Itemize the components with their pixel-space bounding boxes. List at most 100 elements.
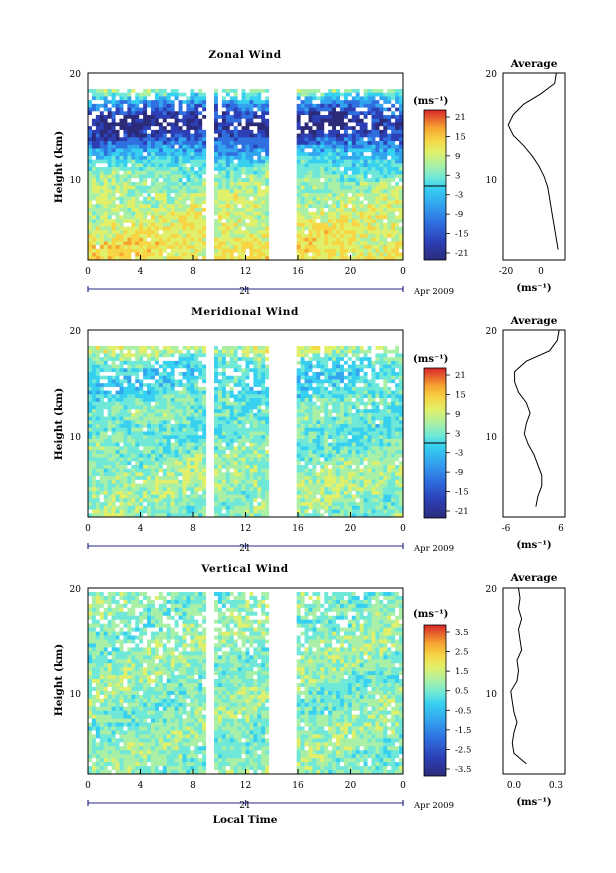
zonal-heatmap-cell — [277, 226, 282, 231]
zonal-heatmap-cell — [241, 245, 246, 250]
zonal-heatmap-cell — [99, 152, 105, 157]
meridional-heatmap-cell — [139, 487, 144, 492]
zonal-heatmap-cell — [320, 226, 325, 231]
zonal-heatmap-cell — [371, 181, 376, 187]
meridional-heatmap-cell — [147, 383, 152, 388]
zonal-heatmap-cell — [202, 185, 207, 190]
meridional-heatmap-cell — [139, 435, 144, 440]
zonal-heatmap-cell — [391, 193, 396, 198]
zonal-heatmap-cell — [103, 144, 109, 149]
zonal-heatmap-cell — [103, 107, 109, 112]
meridional-heatmap-cell — [186, 398, 191, 403]
zonal-heatmap-cell — [194, 237, 199, 242]
zonal-heatmap-cell — [237, 107, 242, 112]
zonal-heatmap-cell — [371, 96, 376, 101]
meridional-heatmap-cell — [151, 505, 156, 510]
zonal-heatmap-cell — [174, 100, 179, 105]
zonal-heatmap-cell — [391, 137, 396, 142]
zonal-heatmap-cell — [202, 155, 207, 161]
zonal-heatmap-cell — [249, 103, 254, 108]
meridional-heatmap-cell — [119, 442, 124, 447]
zonal-heatmap-cell — [139, 215, 144, 220]
zonal-heatmap-cell — [147, 92, 152, 97]
zonal-heatmap-cell — [214, 133, 219, 138]
meridional-heatmap-cell — [154, 438, 160, 444]
zonal-heatmap-cell — [343, 215, 349, 220]
zonal-heatmap-cell — [265, 167, 270, 172]
zonal-heatmap-cell — [351, 111, 357, 116]
zonal-avg-unit: (ms⁻¹) — [516, 283, 551, 294]
zonal-heatmap-cell — [95, 137, 101, 142]
zonal-heatmap-cell — [198, 219, 203, 224]
zonal-heatmap-cell — [127, 219, 132, 224]
zonal-heatmap-cell — [288, 189, 294, 194]
zonal-heatmap-cell — [351, 248, 357, 253]
zonal-heatmap-cell — [233, 200, 239, 205]
zonal-heatmap-cell — [158, 122, 164, 127]
meridional-heatmap-cell — [166, 483, 172, 488]
zonal-heatmap-cell — [300, 122, 305, 127]
zonal-heatmap-cell — [261, 230, 266, 235]
zonal-heatmap-cell — [304, 148, 309, 153]
zonal-heatmap-cell — [292, 252, 298, 257]
meridional-heatmap-cell — [99, 405, 105, 410]
zonal-heatmap-cell — [178, 222, 183, 227]
meridional-heatmap-cell — [103, 394, 109, 399]
zonal-heatmap-cell — [107, 204, 113, 209]
zonal-heatmap-cell — [257, 129, 262, 135]
zonal-heatmap-cell — [391, 237, 396, 242]
meridional-heatmap-cell — [154, 424, 160, 429]
zonal-heatmap-cell — [221, 163, 227, 168]
zonal-heatmap-cell — [202, 126, 207, 131]
zonal-heatmap-cell — [316, 174, 321, 179]
zonal-heatmap-cell — [147, 237, 152, 242]
zonal-heatmap-cell — [320, 89, 325, 94]
zonal-heatmap-cell — [135, 133, 140, 138]
zonal-heatmap-cell — [355, 115, 361, 120]
meridional-heatmap-cell — [131, 346, 136, 351]
zonal-heatmap-cell — [245, 170, 250, 175]
meridional-heatmap-cell — [186, 509, 191, 514]
meridional-heatmap-cell — [162, 357, 168, 362]
zonal-heatmap-cell — [229, 152, 235, 157]
zonal-heatmap-cell — [277, 155, 282, 161]
zonal-heatmap-cell — [237, 178, 242, 183]
zonal-heatmap-cell — [332, 133, 337, 138]
zonal-heatmap-cell — [131, 89, 136, 94]
meridional-heatmap-cell — [154, 464, 160, 470]
zonal-heatmap-cell — [253, 126, 258, 131]
zonal-heatmap-cell — [308, 252, 313, 257]
zonal-heatmap-cell — [131, 100, 136, 105]
zonal-heatmap-cell — [233, 148, 239, 153]
zonal-heatmap-cell — [375, 89, 380, 94]
zonal-heatmap-cell — [284, 115, 290, 120]
zonal-heatmap-cell — [284, 170, 290, 175]
zonal-heatmap-cell — [115, 129, 120, 135]
meridional-heatmap-cell — [135, 479, 140, 484]
zonal-heatmap-cell — [249, 248, 254, 253]
zonal-heatmap-cell — [336, 200, 341, 205]
zonal-heatmap-cell — [371, 148, 376, 153]
zonal-heatmap-cell — [316, 122, 321, 127]
meridional-heatmap-cell — [99, 412, 105, 418]
zonal-heatmap-cell — [253, 181, 258, 187]
zonal-heatmap-cell — [387, 96, 392, 101]
zonal-heatmap-cell — [391, 200, 396, 205]
zonal-heatmap-cell — [375, 248, 380, 253]
zonal-heatmap-cell — [135, 196, 140, 201]
zonal-heatmap-cell — [111, 178, 116, 183]
meridional-heatmap-cell — [186, 424, 191, 429]
meridional-heatmap-cell — [107, 476, 113, 481]
zonal-heatmap-cell — [131, 163, 136, 168]
meridional-heatmap-cell — [123, 446, 128, 451]
zonal-heatmap-cell — [217, 219, 223, 224]
meridional-heatmap-cell — [174, 453, 179, 458]
meridional-heatmap-cell — [178, 494, 183, 499]
zonal-heatmap-cell — [399, 237, 404, 242]
zonal-heatmap-cell — [151, 222, 156, 227]
zonal-heatmap-cell — [304, 115, 309, 120]
zonal-heatmap-cell — [202, 252, 207, 257]
zonal-heatmap-cell — [245, 141, 250, 146]
zonal-heatmap-cell — [387, 148, 392, 153]
meridional-heatmap-cell — [174, 435, 179, 440]
